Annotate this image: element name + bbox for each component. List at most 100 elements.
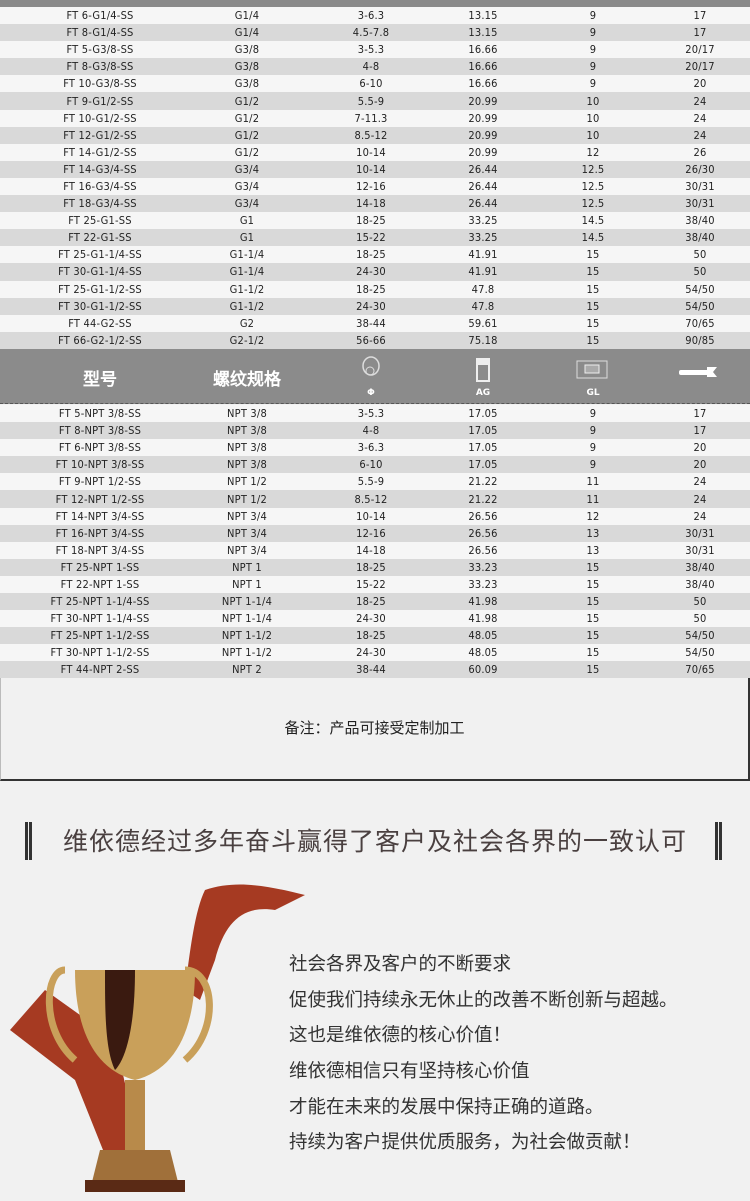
table-cell: G1-1/4 — [229, 265, 265, 279]
table-cell: 8.5-12 — [354, 492, 388, 506]
table-cell: FT 9-G1/2-SS — [66, 94, 134, 108]
table-cell: 11 — [586, 475, 600, 489]
table-cell: 18-25 — [356, 282, 386, 296]
table-row: FT 25-G1-1/4-SS G1-1/4 18-25 41.91 15 50 — [0, 246, 750, 264]
value-line: 维依德相信只有坚持核心价值 — [289, 1061, 530, 1083]
g-thread-table: FT 6-G1/4-SS G1/4 3-6.3 13.15 9 17 FT 8-G1/4-S… — [0, 7, 750, 349]
table-cell: 18-25 — [356, 248, 386, 262]
table-row: FT 14-NPT 3/4-SS NPT 3/4 10-14 26.56 12 24 — [0, 507, 750, 525]
table-cell: 12.5 — [581, 179, 605, 193]
table-cell: 9 — [589, 60, 597, 74]
table-cell: 70/65 — [685, 663, 715, 677]
table-cell: G3/8 — [234, 77, 260, 91]
table-cell: G3/4 — [234, 179, 260, 193]
table-cell: 15 — [586, 577, 600, 591]
table-cell: 14.5 — [581, 231, 605, 245]
slogan-bar-left — [25, 822, 32, 860]
table-cell: 14-18 — [356, 197, 386, 211]
table-cell: FT 22-G1-SS — [68, 231, 132, 245]
table-cell: 33.25 — [468, 231, 498, 245]
table-cell: 24 — [693, 128, 707, 142]
table-cell: 9 — [589, 77, 597, 91]
table-cell: FT 12-NPT 1/2-SS — [55, 492, 145, 506]
table-row: FT 16-NPT 3/4-SS NPT 3/4 12-16 26.56 13 30/31 — [0, 524, 750, 542]
table-row: FT 25-G1-1/2-SS G1-1/2 18-25 47.8 15 54/50 — [0, 280, 750, 298]
table-cell: 9 — [589, 407, 597, 421]
table-cell: FT 8-NPT 3/8-SS — [58, 424, 142, 438]
table-cell: 50 — [693, 265, 707, 279]
table-cell: 38-44 — [356, 663, 386, 677]
table-row: FT 30-G1-1/2-SS G1-1/2 24-30 47.8 15 54/50 — [0, 297, 750, 315]
table-row: FT 8-G1/4-SS G1/4 4.5-7.8 13.15 9 17 — [0, 24, 750, 42]
table-cell: NPT 1-1/2 — [221, 646, 273, 660]
table-cell: 5.5-9 — [357, 475, 385, 489]
table-row: FT 10-G3/8-SS G3/8 6-10 16.66 9 20 — [0, 75, 750, 93]
table-cell: FT 10-G3/8-SS — [63, 77, 137, 91]
table-cell: 24-30 — [356, 299, 386, 313]
table-cell: 48.05 — [468, 646, 498, 660]
table-cell: 60.09 — [468, 663, 498, 677]
table-cell: 17.05 — [468, 441, 498, 455]
table-cell: 33.23 — [468, 577, 498, 591]
table-row: FT 12-NPT 1/2-SS NPT 1/2 8.5-12 21.22 11 24 — [0, 490, 750, 508]
table-cell: 38/40 — [685, 214, 715, 228]
table-row: FT 9-G1/2-SS G1/2 5.5-9 20.99 10 24 — [0, 92, 750, 110]
table-cell: G1-1/2 — [229, 282, 265, 296]
value-line: 才能在未来的发展中保持正确的道路。 — [289, 1096, 604, 1118]
table-cell: 17 — [693, 424, 707, 438]
table-cell: 26 — [693, 145, 707, 159]
table-row: FT 25-NPT 1-1/4-SS NPT 1-1/4 18-25 41.98 15 5… — [0, 593, 750, 611]
table-cell: 3-5.3 — [357, 43, 385, 57]
table-cell: FT 18-G3/4-SS — [63, 197, 137, 211]
table-cell: 6-10 — [359, 458, 383, 472]
note-text: 备注：产品可接受定制加工 — [284, 719, 465, 737]
table-cell: 47.8 — [471, 282, 495, 296]
table-cell: G3/8 — [234, 43, 260, 57]
table-cell: 12-16 — [356, 526, 386, 540]
table-cell: 10-14 — [356, 162, 386, 176]
table-cell: FT 25-NPT 1-1/4-SS — [50, 595, 150, 609]
table-cell: 26.44 — [468, 162, 498, 176]
table-cell: 41.91 — [468, 265, 498, 279]
table-cell: 12 — [586, 145, 600, 159]
table-cell: 15 — [586, 560, 600, 574]
table-cell: 16.66 — [468, 43, 498, 57]
table-cell: FT 30-G1-1/2-SS — [58, 299, 142, 313]
table-cell: FT 8-G1/4-SS — [66, 26, 134, 40]
table-cell: 50 — [693, 248, 707, 262]
table-cell: FT 10-NPT 3/8-SS — [55, 458, 145, 472]
table-cell: G1 — [239, 214, 255, 228]
table-cell: 47.8 — [471, 299, 495, 313]
table-cell: G3/8 — [234, 60, 260, 74]
table-cell: 3-6.3 — [357, 9, 385, 23]
table-cell: 5.5-9 — [357, 94, 385, 108]
table-cell: 17.05 — [468, 407, 498, 421]
table-cell: NPT 1-1/4 — [221, 612, 273, 626]
value-line: 持续为客户提供优质服务，为社会做贡献！ — [289, 1132, 641, 1154]
table-row: FT 18-NPT 3/4-SS NPT 3/4 14-18 26.56 13 30/31 — [0, 541, 750, 559]
table-cell: 24 — [693, 475, 707, 489]
table-cell: 26.56 — [468, 509, 498, 523]
table-cell: 54/50 — [685, 282, 715, 296]
table-cell: 12 — [586, 509, 600, 523]
table-cell: 26.44 — [468, 197, 498, 211]
wrench-icon — [677, 365, 723, 385]
table-cell: NPT 1/2 — [227, 492, 267, 506]
npt-thread-table: FT 5-NPT 3/8-SS NPT 3/8 3-5.3 17.05 9 17 FT 8-… — [0, 405, 750, 679]
table-cell: 17 — [693, 407, 707, 421]
table-cell: FT 25-G1-1/2-SS — [58, 282, 142, 296]
table-row: FT 25-NPT 1-1/2-SS NPT 1-1/2 18-25 48.05 15 5… — [0, 627, 750, 645]
table-cell: 20 — [693, 441, 707, 455]
table-cell: 17.05 — [468, 424, 498, 438]
value-line: 这也是维依德的核心价值！ — [289, 1025, 512, 1047]
table-cell: FT 22-NPT 1-SS — [60, 577, 140, 591]
table-cell: 59.61 — [468, 316, 498, 330]
table-cell: 38/40 — [685, 560, 715, 574]
table-cell: 12-16 — [356, 179, 386, 193]
table-cell: NPT 3/8 — [227, 441, 267, 455]
table-cell: NPT 3/8 — [227, 424, 267, 438]
table-cell: 15 — [586, 248, 600, 262]
table-cell: 20.99 — [468, 94, 498, 108]
table-cell: 7-11.3 — [354, 111, 388, 125]
table-row: FT 14-G3/4-SS G3/4 10-14 26.44 12.5 26/30 — [0, 160, 750, 178]
